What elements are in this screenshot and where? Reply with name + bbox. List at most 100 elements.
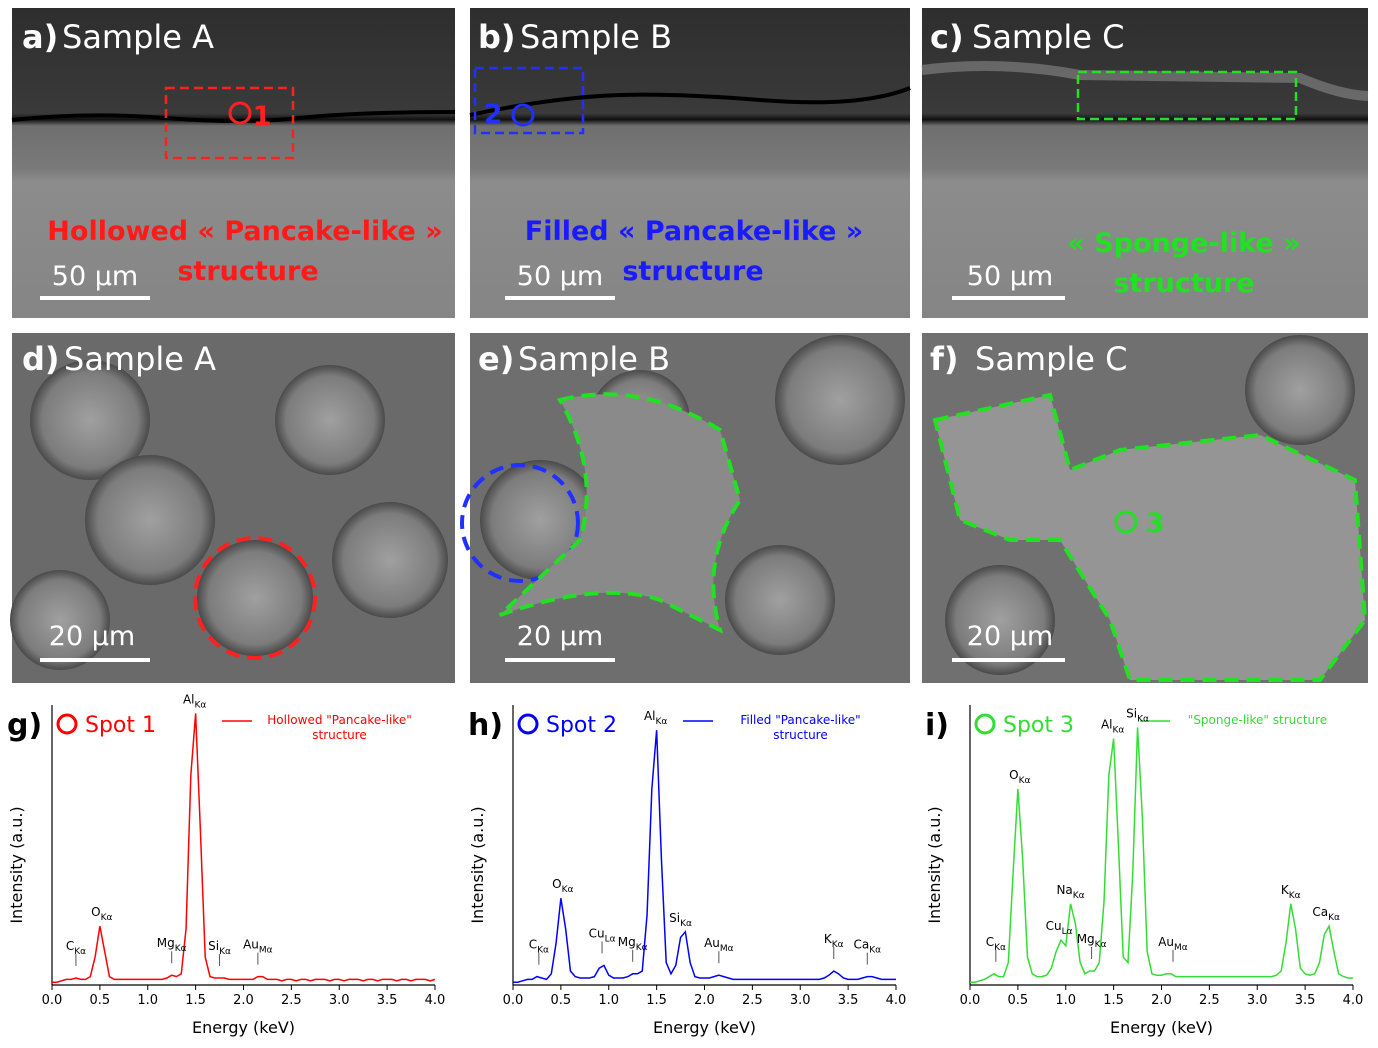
panel-label: h): [468, 708, 503, 743]
element: O: [552, 877, 561, 891]
line-subscript: Kα: [1019, 776, 1031, 786]
line-subscript: Kα: [869, 946, 881, 956]
line-subscript: Kα: [562, 885, 574, 895]
spectrum-line: [513, 730, 896, 983]
panel-label: e): [478, 340, 514, 378]
spot-label: 2: [484, 99, 503, 130]
element: Cu: [1046, 919, 1062, 933]
peak-label: CKα: [986, 935, 1006, 953]
element: C: [986, 935, 994, 949]
x-tick-label: 2.5: [281, 993, 302, 1008]
spot-label: 3: [1146, 508, 1165, 539]
panel-title: Sample A: [64, 340, 216, 378]
sem-image-a: 1 a) Sample A Hollowed « Pancake-like » …: [11, 8, 456, 318]
spot-marker: [56, 713, 78, 735]
panel-label: g): [7, 708, 42, 743]
chart-title: Spot 3: [1003, 713, 1074, 738]
sem-image-b: 2 b) Sample B Filled « Pancake-like » st…: [469, 8, 911, 318]
peak-label: CaKα: [853, 938, 881, 956]
peak-label: AlKα: [183, 692, 206, 710]
panel-title: Sample C: [972, 18, 1125, 56]
element: K: [824, 932, 833, 946]
element: Na: [1056, 883, 1072, 897]
sem-image-c: c) Sample C « Sponge-like » structure 50…: [921, 8, 1369, 318]
line-subscript: Lα: [605, 934, 616, 944]
panel-label: c): [930, 18, 964, 56]
peak-label: CKα: [66, 939, 86, 957]
element: Au: [1158, 935, 1174, 949]
caption: structure: [622, 256, 763, 287]
x-tick-label: 1.5: [646, 993, 667, 1008]
caption: Filled « Pancake-like »: [525, 216, 863, 247]
line-subscript: Kα: [994, 943, 1006, 953]
line-subscript: Kα: [1073, 891, 1085, 901]
line-subscript: Mα: [259, 946, 273, 956]
peak-label: AuMα: [704, 936, 734, 954]
peak-label: MgKα: [1077, 932, 1107, 950]
x-tick-label: 0.0: [42, 993, 63, 1008]
legend: Hollowed "Pancake-like" structure: [267, 713, 411, 742]
x-axis-label: Energy (keV): [192, 1018, 295, 1037]
x-tick-label: 0.5: [1008, 993, 1029, 1008]
x-tick-label: 3.5: [377, 993, 398, 1008]
line-subscript: Kα: [1289, 891, 1301, 901]
line-subscript: Kα: [219, 947, 231, 957]
scale-label: 50 µm: [967, 261, 1053, 292]
peak-label: OKα: [552, 877, 573, 895]
x-axis-label: Energy (keV): [653, 1018, 756, 1037]
x-tick-label: 0.0: [960, 993, 981, 1008]
x-tick-label: 1.5: [185, 993, 206, 1008]
element: K: [1281, 883, 1290, 897]
x-tick-label: 0.0: [503, 993, 524, 1008]
line-subscript: Kα: [680, 919, 692, 929]
x-tick-label: 1.0: [1055, 993, 1076, 1008]
spot-label: 1: [253, 101, 272, 132]
spectrum-line: [970, 727, 1353, 983]
x-tick-label: 0.5: [90, 993, 111, 1008]
element: Au: [704, 936, 720, 950]
line-subscript: Lα: [1062, 927, 1073, 937]
y-axis-label: Intensity (a.u.): [7, 806, 26, 923]
x-tick-label: 1.0: [137, 993, 158, 1008]
peak-label: CaKα: [1312, 905, 1340, 923]
spot-marker: [974, 713, 996, 735]
panel-label: d): [22, 340, 60, 378]
x-tick-label: 1.5: [1103, 993, 1124, 1008]
sem-image-d: d) Sample A 20 µm: [10, 333, 455, 683]
x-tick-label: 3.5: [1295, 993, 1316, 1008]
line-subscript: Kα: [537, 946, 549, 956]
line-subscript: Mα: [1174, 943, 1188, 953]
peak-label: MgKα: [157, 936, 187, 954]
scale-label: 20 µm: [967, 621, 1053, 652]
peak-label: MgKα: [618, 935, 648, 953]
x-tick-label: 3.0: [790, 993, 811, 1008]
peak-label: OKα: [1009, 768, 1030, 786]
element: Au: [243, 938, 259, 952]
peak-label: AlKα: [1101, 718, 1124, 736]
chart-title: Spot 1: [85, 713, 156, 738]
caption: structure: [1113, 268, 1254, 299]
scale-label: 20 µm: [49, 621, 135, 652]
chart-title: Spot 2: [546, 713, 617, 738]
panel-title: Sample B: [518, 340, 670, 378]
x-tick-label: 0.5: [551, 993, 572, 1008]
x-tick-label: 2.0: [233, 993, 254, 1008]
panel-title: Sample C: [975, 340, 1128, 378]
line-subscript: Kα: [636, 943, 648, 953]
legend-label: Filled "Pancake-like" structure: [740, 713, 861, 742]
x-tick-label: 3.0: [329, 993, 350, 1008]
line-subscript: Kα: [1328, 913, 1340, 923]
legend: Filled "Pancake-like" structure: [740, 713, 861, 742]
element: Si: [1126, 706, 1137, 720]
scale-label: 20 µm: [517, 621, 603, 652]
element: O: [1009, 768, 1018, 782]
element: Si: [208, 939, 219, 953]
peak-label: OKα: [91, 905, 112, 923]
peak-label: SiKα: [669, 911, 692, 929]
x-tick-label: 1.0: [598, 993, 619, 1008]
peak-label: SiKα: [208, 939, 231, 957]
element: Si: [669, 911, 680, 925]
x-tick-label: 2.0: [694, 993, 715, 1008]
element: C: [529, 938, 537, 952]
peak-label: KKα: [824, 932, 844, 950]
